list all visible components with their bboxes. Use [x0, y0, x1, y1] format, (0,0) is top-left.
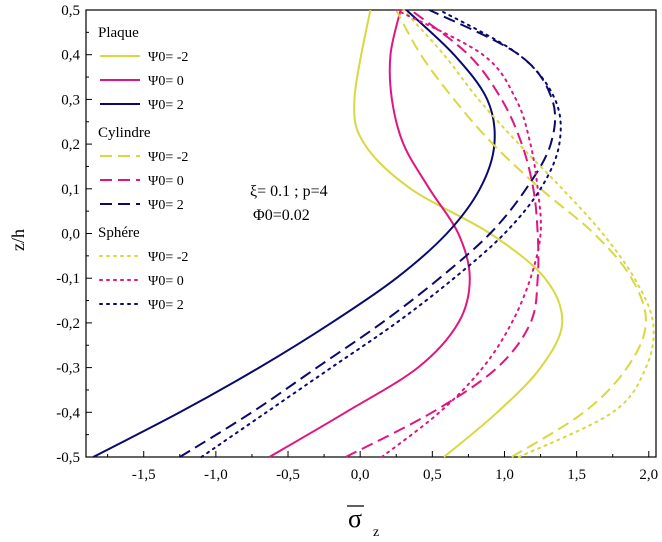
series-line-5 [179, 9, 557, 458]
y-axis-ticks: -0,5 -0,4 -0,3 -0,2 -0,1 0,0 0,1 0,2 0,3 0,4 0,5 [56, 3, 92, 466]
legend-entry-label: Ψ0= 2 [148, 98, 184, 113]
y-tick-label: 0,1 [61, 182, 80, 198]
y-tick-label: 0,5 [61, 3, 80, 19]
series-line-7 [380, 9, 542, 458]
y-tick-label: -0,2 [56, 316, 80, 332]
series-line-6 [402, 9, 655, 458]
legend-entry-label: Ψ0= -2 [148, 250, 188, 265]
legend: Plaque Ψ0= -2 Ψ0= 0 Ψ0= 2 Cylindre Ψ0= -2 Ψ0= … [98, 25, 188, 313]
y-tick-label: 0,4 [61, 48, 80, 64]
x-axis-label-subscript: z [373, 525, 379, 540]
legend-entry-label: Ψ0= -2 [148, 150, 188, 165]
x-axis-label-sigma: σ [348, 504, 362, 533]
series-line-0 [353, 9, 564, 458]
x-tick-label: 1,5 [567, 467, 586, 483]
legend-entry-label: Ψ0= 0 [148, 74, 184, 89]
annotation-line1: ξ= 0.1 ; p=4 [250, 183, 328, 200]
y-tick-label: -0,1 [56, 271, 80, 287]
series-line-2 [92, 9, 496, 458]
legend-group-title: Cylindre [98, 125, 151, 141]
x-tick-label: 0,0 [351, 467, 370, 483]
x-axis-label: σ z [347, 504, 379, 540]
annotation-line2: Φ0=0.02 [253, 207, 310, 224]
x-tick-label: -0,5 [276, 467, 300, 483]
y-axis-label: z/h [8, 229, 28, 251]
legend-group-title: Plaque [98, 25, 139, 41]
x-axis-ticks: -1,5 -1,0 -0,5 0,0 0,5 1,0 1,5 2,0 [107, 451, 658, 483]
series-line-8 [200, 9, 562, 458]
y-tick-label: -0,4 [56, 405, 80, 421]
legend-entry-label: Ψ0= -2 [148, 50, 188, 65]
x-tick-label: -1,5 [132, 467, 156, 483]
y-tick-label: 0,3 [61, 92, 80, 108]
y-tick-label: 0,2 [61, 137, 80, 153]
y-tick-label: 0,0 [61, 227, 80, 243]
y-tick-label: -0,5 [56, 450, 80, 466]
x-tick-label: 0,5 [423, 467, 442, 483]
series-line-3 [395, 9, 647, 458]
series-layer [92, 9, 655, 458]
x-tick-label: 2,0 [639, 467, 658, 483]
legend-entry-label: Ψ0= 2 [148, 298, 184, 313]
legend-entry-label: Ψ0= 0 [148, 174, 184, 189]
x-tick-label: 1,0 [495, 467, 514, 483]
legend-group-title: Sphére [98, 225, 140, 241]
y-tick-label: -0,3 [56, 361, 80, 377]
series-line-1 [268, 9, 471, 458]
x-tick-label: -1,0 [204, 467, 228, 483]
legend-entry-label: Ψ0= 0 [148, 274, 184, 289]
legend-entry-label: Ψ0= 2 [148, 198, 184, 213]
series-line-4 [345, 9, 540, 458]
